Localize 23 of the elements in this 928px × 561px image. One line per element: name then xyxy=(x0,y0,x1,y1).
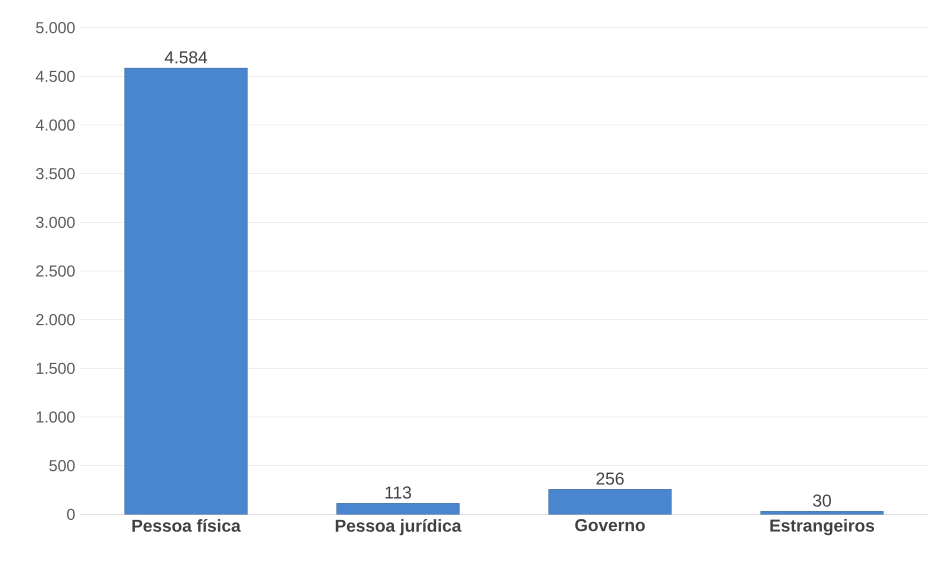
data-label: 113 xyxy=(386,486,412,499)
y-tick-label: 3.500 xyxy=(36,168,75,180)
x-tick-label: Governo xyxy=(575,519,645,532)
y-tick-label: 1.500 xyxy=(36,362,75,374)
data-label: 4.584 xyxy=(164,51,208,64)
y-tick-label: 2.000 xyxy=(36,314,75,326)
data-label: 256 xyxy=(596,472,624,485)
y-tick-label: 3.000 xyxy=(36,216,75,228)
y-tick-label: 4.000 xyxy=(36,119,75,131)
y-tick-label: 1.000 xyxy=(36,411,75,423)
bar xyxy=(760,511,884,515)
bar xyxy=(336,503,460,515)
y-tick-label: 2.500 xyxy=(36,265,75,277)
bar xyxy=(548,489,672,515)
x-tick-label: Pessoa física xyxy=(132,519,241,532)
x-tick-label: Estrangeiros xyxy=(770,519,874,536)
y-tick-label: 500 xyxy=(49,460,75,472)
bar xyxy=(124,68,248,515)
y-tick-label: 0 xyxy=(67,508,75,520)
data-label: 30 xyxy=(813,494,831,507)
y-tick-label: 4.500 xyxy=(36,70,75,82)
x-tick-label: Pessoa jurídica xyxy=(336,519,462,536)
y-tick-label: 5.000 xyxy=(36,22,75,34)
